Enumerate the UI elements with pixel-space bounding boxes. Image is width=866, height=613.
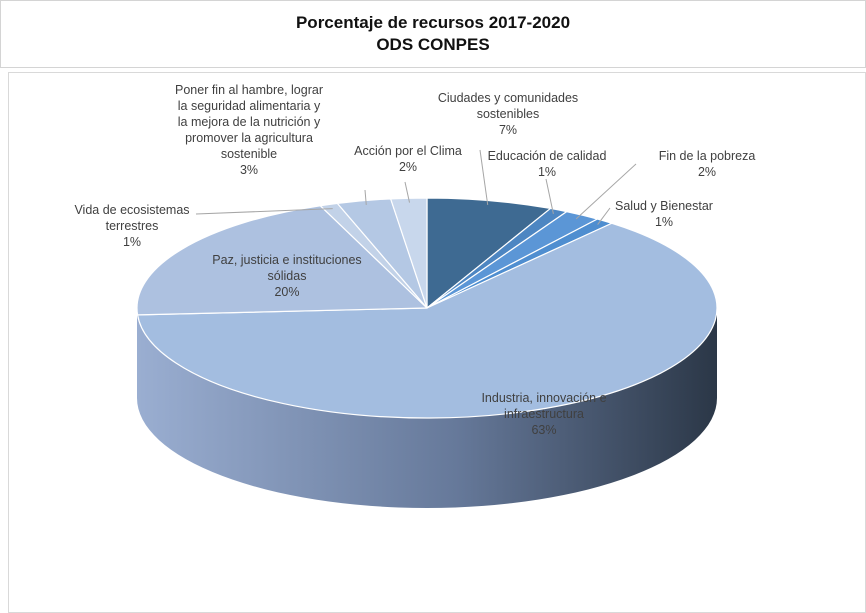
data-label-line: infraestructura — [504, 407, 584, 421]
data-label-line: Industria, innovación e — [481, 391, 606, 405]
data-label-salud-y-bienestar: Salud y Bienestar 1% — [615, 199, 713, 229]
data-label-line: 1% — [123, 235, 141, 249]
chart-title: Porcentaje de recursos 2017-2020 — [295, 13, 571, 32]
data-label-line: Fin de la pobreza — [659, 149, 756, 163]
chart-title-box: Porcentaje de recursos 2017-2020 ODS CON… — [0, 0, 866, 68]
data-label-line: Salud y Bienestar — [615, 199, 713, 213]
data-label-line: Poner fin al hambre, lograr — [175, 83, 323, 97]
data-label-vida-de-ecosistemas-terrestres: Vida de ecosistemas terrestres 1% — [74, 203, 189, 249]
pie-slice-ciudades-y-comunidades-sostenibles — [426, 197, 552, 309]
data-label-educacion-de-calidad: Educación de calidad 1% — [488, 149, 607, 179]
data-label-industria-innovacion-e-infraestructura: Industria, innovación e infraestructura 63… — [481, 391, 606, 437]
data-label-line: Vida de ecosistemas — [74, 203, 189, 217]
data-label-line: terrestres — [106, 219, 159, 233]
pie-side-wall — [137, 308, 717, 508]
leader-line-fin-de-la-pobreza — [575, 163, 637, 220]
leader-line-accion-por-el-clima — [404, 181, 411, 203]
data-label-line: la seguridad alimentaria y — [178, 99, 321, 113]
data-label-line: sostenible — [221, 147, 277, 161]
data-label-line: 1% — [538, 165, 556, 179]
leader-line-educacion-de-calidad — [545, 178, 554, 215]
data-label-line: Paz, justicia e instituciones — [212, 253, 361, 267]
leader-line-ciudades-y-comunidades-sostenibles — [479, 149, 489, 206]
leader-line-poner-fin-al-hambre-lograr-la-seguridad-alimentaria-y-la-mejora-de-la-nutricion-y-promover-la-agricultura-sostenible — [364, 189, 367, 205]
data-label-fin-de-la-pobreza: Fin de la pobreza 2% — [659, 149, 756, 179]
data-label-line: sólidas — [268, 269, 307, 283]
data-label-line: Educación de calidad — [488, 149, 607, 163]
data-label-line: sostenibles — [477, 107, 540, 121]
chart-subtitle: ODS CONPES — [376, 35, 490, 54]
data-label-line: Ciudades y comunidades — [438, 91, 578, 105]
data-label-poner-fin-al-hambre-lograr-la-seguridad-alimentaria-y-la-mejora-de-la-nutricion-y-promover-la-agricultura-sostenible: Poner fin al hambre, lograr la seguridad … — [175, 83, 323, 177]
data-label-ciudades-y-comunidades-sostenibles: Ciudades y comunidades sostenibles 7% — [438, 91, 578, 137]
data-label-paz-justicia-e-instituciones-solidas: Paz, justicia e instituciones sólidas 20% — [212, 253, 361, 299]
data-label-line: 1% — [655, 215, 673, 229]
data-label-line: 2% — [698, 165, 716, 179]
pie-slice-paz-justicia-e-instituciones-solidas — [136, 205, 428, 316]
leader-line-vida-de-ecosistemas-terrestres — [195, 208, 333, 215]
data-label-line: 3% — [240, 163, 258, 177]
leader-line-salud-y-bienestar — [597, 207, 611, 225]
data-label-line: promover la agricultura — [185, 131, 313, 145]
data-label-line: 20% — [274, 285, 299, 299]
data-label-line: 2% — [399, 160, 417, 174]
data-label-line: Acción por el Clima — [354, 144, 462, 158]
data-label-line: la mejora de la nutrición y — [178, 115, 321, 129]
data-label-line: 7% — [499, 123, 517, 137]
data-label-line: 63% — [531, 423, 556, 437]
pie-slice-industria-innovacion-e-infraestructura — [136, 222, 718, 419]
data-label-accion-por-el-clima: Acción por el Clima 2% — [354, 144, 462, 174]
